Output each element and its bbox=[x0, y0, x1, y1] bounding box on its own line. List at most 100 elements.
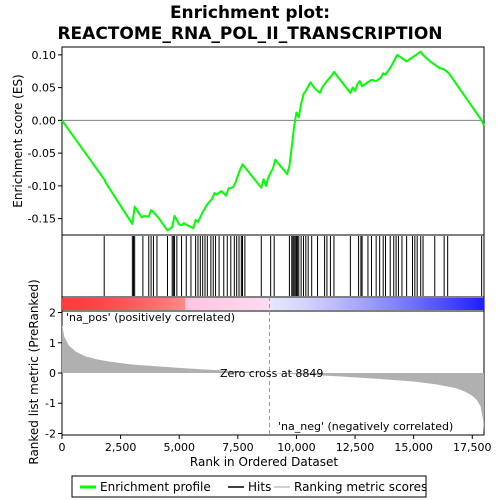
heatbar-cell bbox=[367, 298, 373, 310]
es-y-tick-label: -0.10 bbox=[28, 180, 56, 193]
heatbar-cell bbox=[185, 298, 190, 310]
heatbar-cell bbox=[448, 298, 453, 310]
heatbar-cell bbox=[357, 298, 362, 310]
heatbar-cell bbox=[90, 298, 95, 310]
heatbar-cell bbox=[434, 298, 439, 310]
x-tick-label: 10,000 bbox=[277, 441, 316, 454]
es-y-tick-label: 0.10 bbox=[32, 49, 57, 62]
heatbar-cell bbox=[346, 298, 351, 310]
heatbar-cell bbox=[192, 298, 197, 310]
heatbar-cell bbox=[76, 298, 81, 310]
heatbar-cell bbox=[111, 298, 116, 310]
es-y-tick-label: 0.00 bbox=[32, 114, 57, 127]
heatbar-cell bbox=[273, 298, 278, 310]
heatbar-cell bbox=[128, 298, 133, 310]
heatbar-cell bbox=[287, 298, 292, 310]
heatbar-cell bbox=[445, 298, 450, 310]
heatbar-cell bbox=[339, 298, 344, 310]
es-y-axis-label: Enrichment score (ES) bbox=[11, 74, 25, 207]
es-layer bbox=[61, 50, 485, 232]
heatbar-cell bbox=[269, 298, 274, 310]
heatbar-cell bbox=[417, 298, 422, 310]
es-y-tick-label: -0.15 bbox=[28, 213, 56, 226]
metric-y-tick-label: -2 bbox=[45, 427, 56, 440]
x-axis-label: Rank in Ordered Dataset bbox=[190, 455, 338, 469]
x-tick-label: 5,000 bbox=[163, 441, 195, 454]
heatbar-cell bbox=[452, 298, 457, 310]
axes-layer: -0.15 -0.10 -0.05 0.00 0.05 0.10 -2 -1 0 1 2 0 2,500… bbox=[28, 49, 492, 454]
heatbar-cell bbox=[121, 298, 126, 310]
heatbar-cell bbox=[139, 298, 144, 310]
heatbar-cell bbox=[146, 298, 151, 310]
heatbar-cell bbox=[125, 298, 130, 310]
heatbar-cell bbox=[97, 298, 102, 310]
heatbar-layer bbox=[62, 298, 485, 310]
heatbar-cell bbox=[399, 298, 404, 310]
heatbar-cell bbox=[480, 298, 485, 310]
heatbar-cell bbox=[329, 298, 334, 310]
heatbar-cell bbox=[332, 298, 337, 310]
metric-y-tick-label: 2 bbox=[49, 307, 56, 320]
heatbar-cell bbox=[69, 298, 74, 310]
heatbar-cell bbox=[216, 298, 221, 310]
heatbar-cell bbox=[294, 298, 299, 310]
x-tick-label: 17,500 bbox=[453, 441, 492, 454]
legend-label-ranking-metric: Ranking metric scores bbox=[294, 480, 427, 494]
heatbar-cell bbox=[325, 298, 330, 310]
legend-box bbox=[71, 475, 427, 498]
heatbar-cell bbox=[244, 298, 249, 310]
heatbar-cell bbox=[297, 298, 302, 310]
heatbar-cell bbox=[234, 298, 239, 310]
heatbar-cell bbox=[251, 298, 257, 310]
heatbar-cell bbox=[406, 298, 411, 310]
heatbar-cell bbox=[142, 298, 147, 310]
heatbar-cell bbox=[364, 298, 369, 310]
heatbar-cell bbox=[93, 298, 98, 310]
heatbar-cell bbox=[396, 298, 401, 310]
heatbar-cell bbox=[290, 298, 295, 310]
heatbar-cell bbox=[163, 298, 169, 310]
heatbar-cell bbox=[86, 298, 91, 310]
heatbar-cell bbox=[255, 298, 260, 310]
heatbar-cell bbox=[353, 298, 358, 310]
heatbar-cell bbox=[459, 298, 464, 310]
heatbar-cell bbox=[174, 298, 179, 310]
heatbar-cell bbox=[149, 298, 155, 310]
heatbar-cell bbox=[167, 298, 172, 310]
pos-correlation-label: 'na_pos' (positively correlated) bbox=[66, 311, 235, 324]
heatbar-cell bbox=[65, 298, 70, 310]
heatbar-cell bbox=[438, 298, 443, 310]
heatbar-cell bbox=[237, 298, 242, 310]
heatbar-cell bbox=[262, 298, 267, 310]
heatbar-cell bbox=[413, 298, 418, 310]
heatbar-cell bbox=[202, 298, 207, 310]
es-panel-frame bbox=[61, 46, 485, 236]
heatbar-cell bbox=[389, 298, 394, 310]
heatbar-cell bbox=[476, 298, 482, 310]
metric-layer bbox=[62, 297, 484, 435]
heatbar-cell bbox=[258, 298, 264, 310]
heatbar-cell bbox=[241, 298, 246, 310]
neg-correlation-label: 'na_neg' (negatively correlated) bbox=[278, 420, 453, 433]
heatbar-cell bbox=[62, 298, 67, 310]
heatbar-cell bbox=[178, 298, 183, 310]
heatbar-cell bbox=[301, 298, 306, 310]
heatbar-cell bbox=[455, 298, 460, 310]
heatbar-cell bbox=[424, 298, 429, 310]
heatbar-cell bbox=[79, 298, 84, 310]
metric-y-axis-label: Ranked list metric (PreRanked) bbox=[27, 279, 41, 464]
x-tick-label: 7,500 bbox=[222, 441, 254, 454]
heatbar-cell bbox=[311, 298, 316, 310]
heatbar-cell bbox=[336, 298, 341, 310]
heatbar-cell bbox=[209, 298, 214, 310]
heatbar-cell bbox=[83, 298, 88, 310]
heatbar-cell bbox=[462, 298, 468, 310]
metric-y-tick-label: -1 bbox=[45, 397, 56, 410]
heatbar-cell bbox=[466, 298, 471, 310]
heatbar-cell bbox=[160, 298, 165, 310]
heatbar-cell bbox=[308, 298, 313, 310]
chart-title-line2: REACTOME_RNA_POL_II_TRANSCRIPTION bbox=[57, 24, 442, 44]
heatbar-cell bbox=[304, 298, 309, 310]
heatbar-cell bbox=[114, 298, 119, 310]
